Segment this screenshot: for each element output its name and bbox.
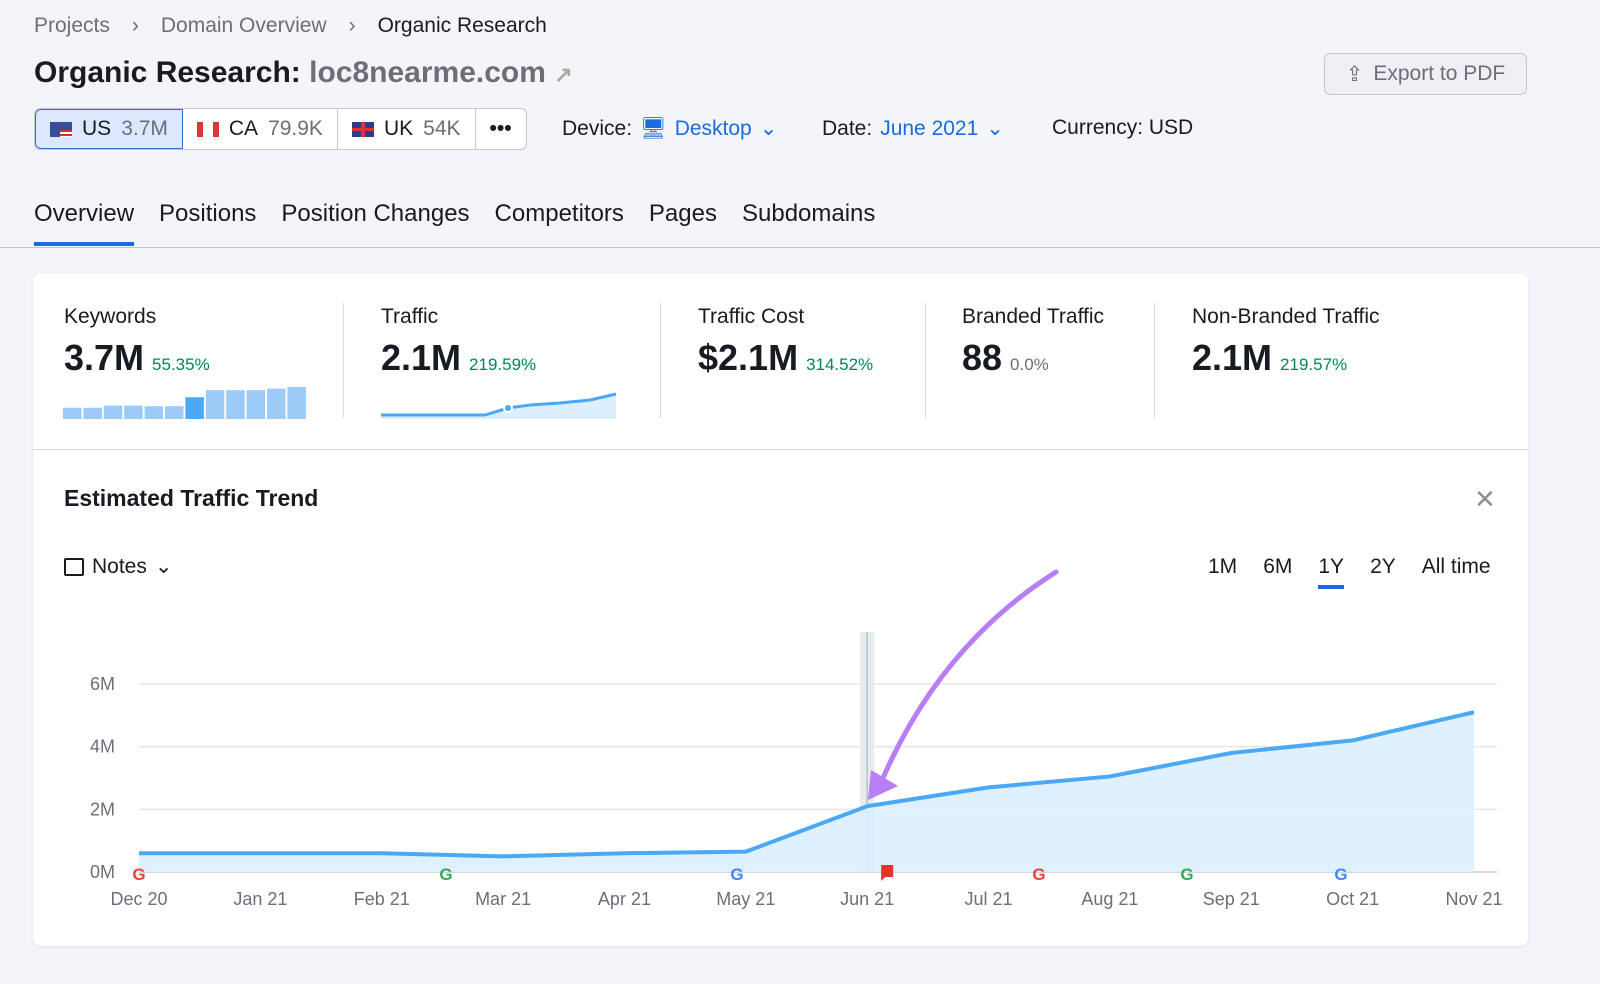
divider <box>343 303 344 418</box>
metric-change: 55.35% <box>152 355 210 374</box>
us-flag-icon <box>50 121 72 137</box>
metric-label: Traffic Cost <box>698 305 805 328</box>
page-title: Organic Research: loc8nearme.com ↗ <box>34 56 573 90</box>
domain-link[interactable]: loc8nearme.com <box>309 56 546 89</box>
date-filter[interactable]: Date: June 2021 ⌄ <box>822 116 1004 141</box>
metric-value: 88 <box>962 337 1003 378</box>
breadcrumb-current: Organic Research <box>377 14 547 37</box>
spark-bar <box>165 406 184 419</box>
notes-label: Notes <box>92 554 147 578</box>
metric-traffic-cost[interactable]: Traffic Cost $2.1M 314.52% <box>698 305 873 379</box>
metric-value: $2.1M <box>698 337 799 378</box>
chevron-down-icon: ⌄ <box>986 117 1004 140</box>
export-label: Export to PDF <box>1373 62 1506 85</box>
traffic-sparkline <box>381 392 617 419</box>
period-selector: 1M 6M 1Y 2Y All time <box>1208 555 1491 589</box>
metric-value: 2.1M <box>1192 337 1273 378</box>
tabs: Overview Positions Position Changes Comp… <box>34 200 875 246</box>
breadcrumb: Projects › Domain Overview › Organic Resea… <box>34 14 547 38</box>
comment-icon <box>64 557 84 576</box>
chevron-right-icon: › <box>131 14 139 37</box>
spark-bar <box>103 405 123 419</box>
spark-bar <box>144 406 164 419</box>
db-uk[interactable]: UK 54K <box>338 109 476 149</box>
metric-change: 314.52% <box>806 355 874 374</box>
db-code: CA <box>228 117 259 140</box>
spark-bar <box>246 390 266 419</box>
period-6m[interactable]: 6M <box>1263 555 1293 578</box>
tab-overview[interactable]: Overview <box>34 200 135 246</box>
currency-label: Currency: USD <box>1052 116 1194 139</box>
metric-label: Keywords <box>64 305 157 328</box>
period-2y[interactable]: 2Y <box>1370 555 1396 578</box>
chart-title: Estimated Traffic Trend <box>64 485 319 511</box>
chevron-down-icon: ⌄ <box>759 117 778 140</box>
ca-flag-icon <box>196 121 219 137</box>
spark-bar <box>287 387 306 419</box>
divider <box>925 303 926 418</box>
metric-keywords[interactable]: Keywords 3.7M 55.35% <box>64 305 210 379</box>
metric-change: 219.59% <box>469 355 537 374</box>
tab-position-changes[interactable]: Position Changes <box>281 200 470 227</box>
spark-bar <box>63 407 82 419</box>
db-us[interactable]: US 3.7M <box>35 109 183 149</box>
metric-non-branded-traffic[interactable]: Non-Branded Traffic 2.1M 219.57% <box>1192 305 1380 379</box>
uk-flag-icon <box>351 121 374 137</box>
metric-traffic[interactable]: Traffic 2.1M 219.59% <box>381 305 536 379</box>
device-label: Device: <box>562 116 633 140</box>
metric-branded-traffic[interactable]: Branded Traffic 88 0.0% <box>962 305 1104 379</box>
title-prefix: Organic Research: <box>34 56 301 89</box>
spark-bar <box>267 388 286 419</box>
notes-dropdown[interactable]: Notes ⌄ <box>64 554 172 579</box>
spark-bar <box>226 390 245 419</box>
tab-competitors[interactable]: Competitors <box>494 200 624 227</box>
keywords-sparkbars <box>63 387 306 419</box>
divider <box>0 247 1600 248</box>
breadcrumb-projects[interactable]: Projects <box>34 14 110 37</box>
metric-label: Non-Branded Traffic <box>1192 305 1380 328</box>
spark-bar <box>185 397 204 419</box>
more-databases-button[interactable]: ••• <box>489 117 512 140</box>
spark-bar <box>83 407 102 419</box>
metric-value: 3.7M <box>64 337 145 378</box>
db-code: US <box>82 117 112 140</box>
period-1m[interactable]: 1M <box>1208 555 1238 578</box>
period-all-time[interactable]: All time <box>1421 555 1491 578</box>
chevron-down-icon: ⌄ <box>154 555 173 578</box>
export-pdf-button[interactable]: ⇪ Export to PDF <box>1324 53 1527 95</box>
desktop-icon: 🖥 <box>640 116 667 140</box>
date-label: Date: <box>822 116 873 140</box>
date-value: June 2021 <box>880 116 979 140</box>
tab-positions[interactable]: Positions <box>159 200 257 227</box>
breadcrumb-domain-overview[interactable]: Domain Overview <box>160 14 327 37</box>
device-value: Desktop <box>674 116 752 140</box>
spark-bar <box>205 390 225 419</box>
db-ca[interactable]: CA 79.9K <box>183 109 338 149</box>
db-value: 54K <box>423 117 461 140</box>
device-filter[interactable]: Device: 🖥 Desktop ⌄ <box>562 116 777 141</box>
external-link-icon[interactable]: ↗ <box>554 62 573 87</box>
chevron-right-icon: › <box>348 14 356 37</box>
tab-subdomains[interactable]: Subdomains <box>741 200 876 227</box>
db-code: UK <box>383 117 414 140</box>
db-value: 3.7M <box>121 117 168 140</box>
divider <box>660 303 661 418</box>
spark-bar <box>124 405 143 419</box>
divider <box>1154 303 1155 418</box>
divider <box>33 449 1528 450</box>
tab-pages[interactable]: Pages <box>648 200 717 227</box>
close-icon[interactable]: ✕ <box>1474 484 1496 514</box>
metric-change: 219.57% <box>1280 355 1348 374</box>
db-value: 79.9K <box>268 117 323 140</box>
metric-value: 2.1M <box>381 337 462 378</box>
metric-label: Branded Traffic <box>962 305 1105 328</box>
database-selector: US 3.7M CA 79.9K UK 54K ••• <box>34 108 527 150</box>
metric-change: 0.0% <box>1010 355 1049 374</box>
metric-label: Traffic <box>381 305 439 328</box>
period-1y[interactable]: 1Y <box>1318 555 1345 589</box>
upload-icon: ⇪ <box>1345 62 1364 86</box>
